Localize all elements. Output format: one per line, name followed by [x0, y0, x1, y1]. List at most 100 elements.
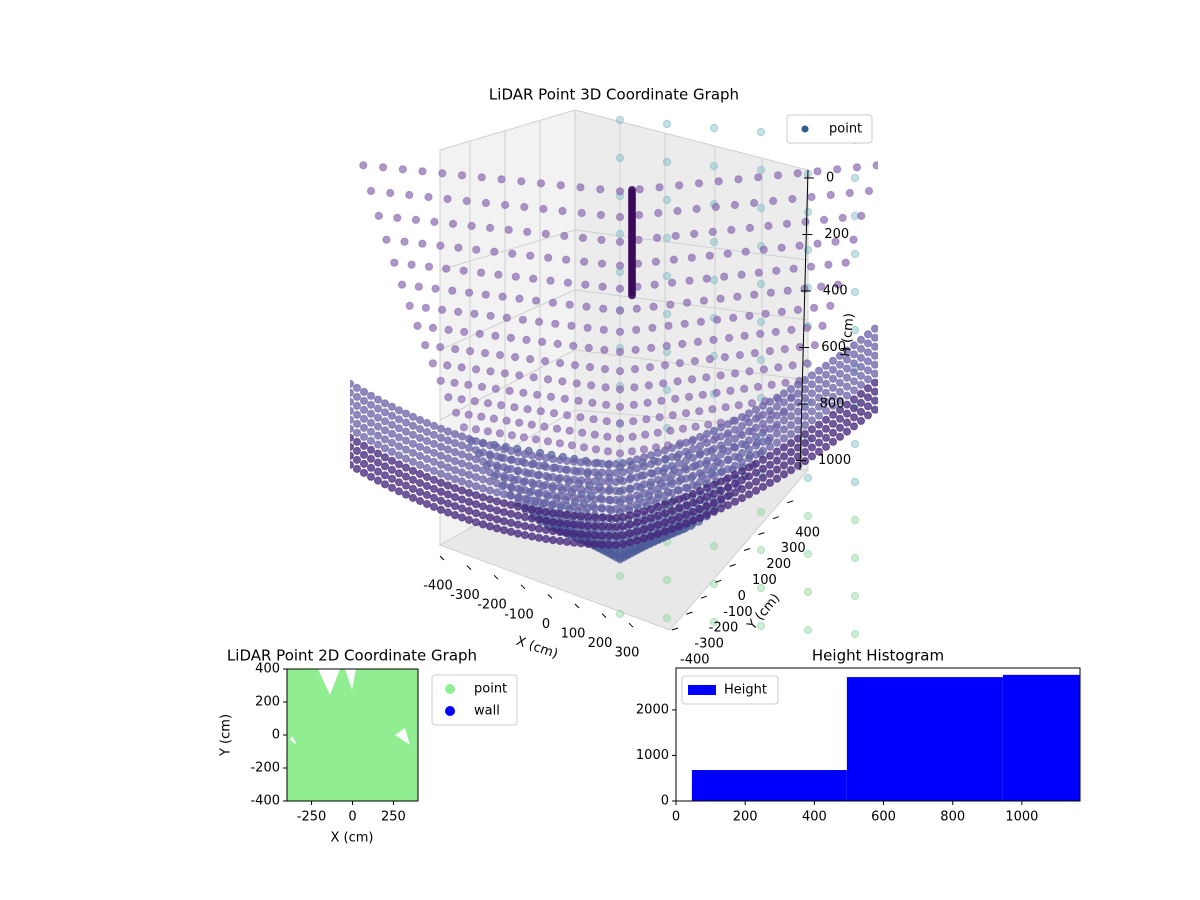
z-axis [799, 169, 809, 471]
cloud-dot [643, 398, 652, 407]
cloud-dot [688, 462, 698, 471]
cloud-dot [615, 571, 625, 581]
cloud-dot [856, 335, 866, 344]
cloud-dot [625, 484, 635, 493]
cloud-dot [492, 479, 502, 488]
cloud-dot [777, 307, 786, 316]
cloud-dot [590, 540, 600, 549]
cloud-dot [401, 490, 411, 499]
cloud-dot [600, 365, 610, 374]
cloud-dot [387, 447, 397, 456]
cloud-dot [520, 477, 530, 486]
cloud-dot [737, 494, 747, 503]
cloud-dot [803, 625, 813, 635]
cloud-dot [945, 220, 952, 227]
cloud-dot [436, 469, 446, 478]
cloud-dot [387, 402, 397, 411]
cloud-dot [662, 157, 672, 167]
cloud-dot [569, 466, 579, 475]
cloud-dot [716, 504, 726, 513]
cloud-dot [506, 464, 516, 473]
x-tick-label: -400 [423, 579, 453, 594]
cloud-dot [863, 375, 873, 384]
cloud-dot [898, 216, 905, 223]
cloud-dot [632, 509, 642, 518]
cloud-dot [491, 331, 500, 340]
cloud-dot [481, 198, 490, 208]
cloud-dot [751, 405, 761, 414]
cloud-dot [681, 438, 691, 447]
cloud-dot [457, 504, 467, 513]
cloud-dot [570, 361, 580, 370]
cloud-dot [478, 511, 488, 520]
cloud-dot [711, 202, 720, 212]
cloud-dot [856, 380, 866, 389]
cloud-dot [687, 375, 697, 384]
cloud-dot [850, 629, 860, 639]
cloud-dot [745, 223, 755, 232]
cloud-dot [502, 313, 511, 322]
cloud-dot [758, 482, 768, 491]
cloud-dot [765, 347, 775, 356]
cloud-dot [674, 450, 684, 459]
cloud-dot [777, 243, 786, 252]
cloud-dot [667, 515, 677, 525]
cloud-dot [627, 291, 637, 300]
cloud-dot [667, 488, 677, 498]
cloud-dot [828, 428, 838, 437]
cloud-dot [806, 262, 816, 271]
point-cloud [350, 115, 952, 639]
cloud-dot [702, 447, 712, 456]
cloud-dot [408, 412, 418, 421]
gap [345, 669, 356, 690]
cloud-dot [653, 520, 663, 530]
cloud-dot [443, 436, 453, 445]
cloud-dot [560, 394, 569, 403]
y-tick [758, 532, 765, 536]
cloud-dot [688, 498, 698, 507]
cloud-dot [562, 465, 572, 474]
cloud-dot [814, 420, 824, 429]
cloud-dot [842, 427, 852, 436]
cloud-dot [898, 368, 905, 375]
cloud-dot [667, 524, 677, 534]
cloud-dot [800, 457, 810, 466]
cloud-dot [750, 198, 759, 208]
cloud-dot [821, 433, 831, 442]
cloud-dot [350, 433, 355, 442]
cloud-dot [631, 345, 640, 354]
cloud-dot [737, 270, 746, 279]
cloud-dot [569, 484, 579, 493]
cloud-dot [615, 327, 625, 336]
cloud-dot [730, 425, 740, 434]
cloud-dot [716, 468, 726, 477]
cloud-dot [850, 439, 860, 449]
cloud-dot [429, 430, 439, 439]
cloud-dot [464, 410, 473, 419]
cloud-dot [604, 504, 614, 513]
cloud-dot [625, 457, 635, 466]
cloud-dot [945, 448, 952, 455]
cloud-dot [674, 468, 684, 477]
cloud-dot [471, 473, 481, 482]
cloud-dot [735, 351, 745, 360]
cloud-dot [687, 253, 696, 262]
cloud-dot [618, 486, 628, 495]
cloud-dot [518, 315, 528, 324]
cloud-dot [499, 526, 509, 535]
cloud-dot [800, 430, 810, 439]
cloud-dot [744, 454, 754, 463]
cloud-dot [394, 460, 404, 469]
x-tick [628, 622, 634, 628]
cloud-dot [513, 493, 523, 502]
x-tick [547, 594, 553, 599]
cloud-dot [534, 497, 544, 506]
chart-title: LiDAR Point 2D Coordinate Graph [227, 647, 477, 665]
cloud-dot [646, 487, 656, 496]
cloud-dot [751, 459, 761, 468]
cloud-dot [352, 464, 362, 473]
x-tick-label: -250 [297, 810, 327, 825]
cloud-dot [709, 161, 719, 171]
cloud-dot [520, 522, 530, 531]
cloud-dot [758, 437, 768, 446]
